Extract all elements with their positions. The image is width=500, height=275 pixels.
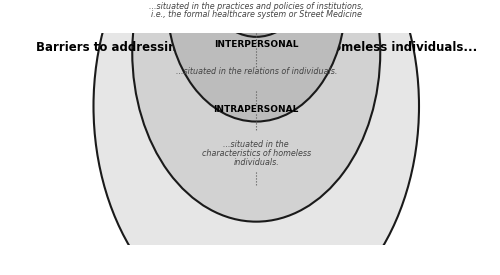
Text: ...situated in the: ...situated in the bbox=[224, 140, 289, 149]
Text: i.e., the formal healthcare system or Street Medicine: i.e., the formal healthcare system or St… bbox=[151, 10, 362, 20]
Text: INTERPERSONAL: INTERPERSONAL bbox=[214, 40, 298, 49]
Ellipse shape bbox=[167, 0, 346, 122]
Ellipse shape bbox=[198, 0, 314, 37]
Text: INTRAPERSONAL: INTRAPERSONAL bbox=[214, 106, 299, 114]
Text: individuals.: individuals. bbox=[234, 158, 279, 167]
Ellipse shape bbox=[94, 0, 419, 275]
Ellipse shape bbox=[132, 0, 380, 222]
Text: characteristics of homeless: characteristics of homeless bbox=[202, 149, 311, 158]
Text: ...situated in the relations of individuals.: ...situated in the relations of individu… bbox=[176, 67, 337, 76]
Text: Barriers to addressing healthcare needs in homeless individuals...: Barriers to addressing healthcare needs … bbox=[36, 41, 477, 54]
Text: ...situated in the practices and policies of institutions,: ...situated in the practices and policie… bbox=[149, 2, 364, 10]
